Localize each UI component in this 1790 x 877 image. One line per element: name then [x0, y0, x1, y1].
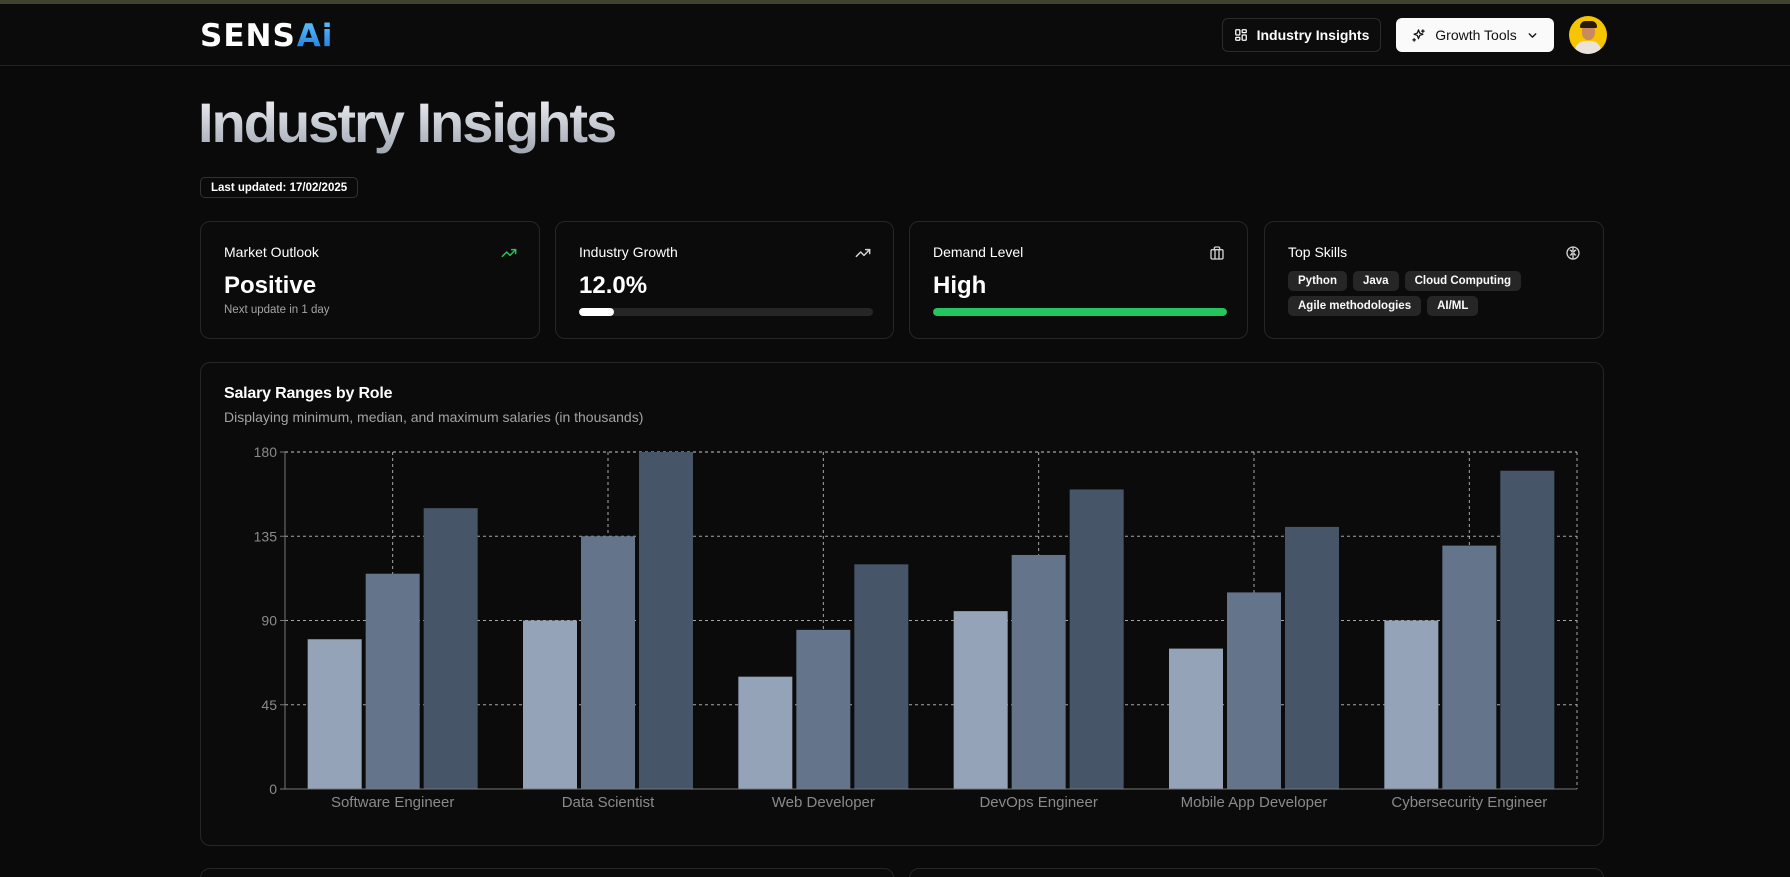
- market-outlook-next-update: Next update in 1 day: [224, 304, 330, 316]
- skill-badge: Cloud Computing: [1404, 271, 1522, 291]
- top-skills-list: Python Java Cloud Computing Agile method…: [1288, 271, 1588, 316]
- salary-bar: [581, 536, 635, 789]
- salary-bar: [1169, 648, 1223, 789]
- avatar-shirt: [1575, 41, 1601, 54]
- salary-bar: [1442, 545, 1497, 789]
- skill-badge: AI/ML: [1427, 296, 1479, 316]
- avatar-hair: [1580, 21, 1597, 28]
- market-outlook-card: Market Outlook Positive Next update in 1…: [200, 221, 540, 339]
- app-logo[interactable]: SENS Ai: [200, 18, 333, 54]
- bottom-card-left: [200, 868, 894, 877]
- demand-level-value: High: [933, 272, 987, 299]
- growth-tools-label: Growth Tools: [1435, 27, 1517, 43]
- salary-bar-chart: 0 45 90 135 180 Software Engineer Data Scienti…: [254, 444, 1578, 811]
- market-outlook-title: Market Outlook: [224, 244, 319, 260]
- skill-badge: Java: [1352, 271, 1399, 291]
- top-navbar: SENS Ai Industry Insights Growth Tools: [0, 4, 1790, 66]
- industry-insights-button[interactable]: Industry Insights: [1222, 18, 1381, 52]
- salary-bar: [738, 676, 793, 789]
- industry-growth-progress: [579, 308, 873, 316]
- market-outlook-value: Positive: [224, 272, 317, 299]
- demand-level-progress: [933, 308, 1227, 316]
- x-tick-label: Web Developer: [772, 794, 875, 811]
- y-tick-label: 180: [254, 444, 278, 460]
- salary-bar: [423, 508, 478, 789]
- user-avatar[interactable]: [1569, 16, 1607, 54]
- y-tick-label: 0: [269, 781, 277, 797]
- x-tick-label: Software Engineer: [331, 794, 454, 811]
- trending-up-icon: [855, 248, 871, 258]
- salary-bar: [854, 564, 909, 789]
- growth-tools-dropdown[interactable]: Growth Tools: [1396, 18, 1554, 52]
- briefcase-icon: [1210, 246, 1224, 260]
- salary-bar: [307, 639, 362, 789]
- salary-bar: [1069, 489, 1124, 789]
- demand-level-card: Demand Level High: [909, 221, 1248, 339]
- x-tick-label: DevOps Engineer: [979, 794, 1097, 811]
- y-tick-label: 90: [261, 613, 277, 629]
- x-tick-label: Data Scientist: [562, 794, 655, 811]
- x-tick-label: Mobile App Developer: [1181, 794, 1328, 811]
- logo-text: SENS: [200, 18, 296, 54]
- industry-growth-card: Industry Growth 12.0%: [555, 221, 894, 339]
- salary-bar: [1384, 620, 1439, 789]
- chevron-down-icon: [1528, 32, 1537, 38]
- x-tick-label: Cybersecurity Engineer: [1391, 794, 1547, 811]
- brain-icon: [1566, 246, 1580, 260]
- industry-growth-value: 12.0%: [579, 272, 648, 299]
- top-skills-card: Top Skills Python Java Cloud Computing A…: [1264, 221, 1604, 339]
- logo-accent: Ai: [296, 18, 334, 54]
- salary-bar: [639, 452, 693, 789]
- salary-bar: [1227, 592, 1281, 789]
- trending-up-icon: [501, 248, 517, 258]
- salary-bar: [1011, 554, 1066, 789]
- salary-bar: [1285, 526, 1339, 789]
- sparkles-icon: [1412, 28, 1426, 42]
- skill-badge: Agile methodologies: [1288, 296, 1422, 316]
- industry-growth-progress-fill: [579, 308, 615, 316]
- salary-chart-title: Salary Ranges by Role: [224, 385, 393, 402]
- y-tick-label: 45: [261, 697, 277, 713]
- avatar-face: [1582, 24, 1595, 40]
- salary-bar: [796, 629, 851, 789]
- industry-growth-title: Industry Growth: [579, 244, 678, 260]
- salary-chart-subtitle: Displaying minimum, median, and maximum …: [224, 409, 644, 425]
- last-updated-badge: Last updated: 17/02/2025: [200, 177, 359, 198]
- salary-bar: [1500, 470, 1555, 789]
- bottom-card-right: [909, 868, 1604, 877]
- demand-level-progress-fill: [933, 308, 1227, 316]
- industry-insights-label: Industry Insights: [1256, 27, 1370, 43]
- salary-bar: [365, 573, 420, 789]
- salary-bar: [953, 611, 1008, 789]
- salary-ranges-card: Salary Ranges by Role Displaying minimum…: [200, 362, 1604, 846]
- layout-dashboard-icon: [1234, 29, 1247, 41]
- page-title: Industry Insights: [198, 91, 617, 154]
- y-tick-label: 135: [254, 528, 278, 544]
- window-top-border: [0, 0, 1790, 4]
- skill-badge: Python: [1288, 271, 1347, 291]
- salary-bar: [523, 620, 577, 789]
- demand-level-title: Demand Level: [933, 244, 1024, 260]
- top-skills-title: Top Skills: [1288, 244, 1348, 260]
